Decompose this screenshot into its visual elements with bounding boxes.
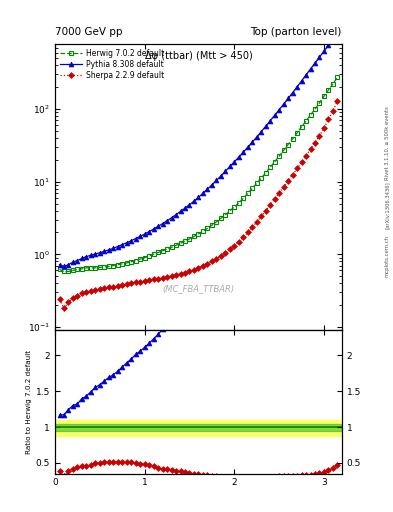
Sherpa 2.2.9 default (138, 279, 143, 285)
Y-axis label: Ratio to Herwig 7.0.2 default: Ratio to Herwig 7.0.2 default (26, 350, 31, 454)
Herwig 7.0.2 default (138, 256, 143, 262)
Sherpa 2.2.9 default (200, 263, 205, 269)
Text: 7000 GeV pp: 7000 GeV pp (55, 27, 123, 37)
Pythia 8.308 default (57, 262, 62, 268)
Sherpa 2.2.9 default (254, 219, 259, 225)
Herwig 7.0.2 default (147, 253, 152, 259)
Sherpa 2.2.9 default (57, 296, 62, 303)
Pythia 8.308 default (125, 240, 129, 246)
Herwig 7.0.2 default (254, 180, 259, 186)
Line: Sherpa 2.2.9 default: Sherpa 2.2.9 default (57, 99, 340, 310)
Line: Pythia 8.308 default: Pythia 8.308 default (57, 43, 331, 269)
Sherpa 2.2.9 default (331, 108, 335, 114)
Herwig 7.0.2 default (200, 228, 205, 234)
Herwig 7.0.2 default (57, 266, 62, 272)
Text: Rivet 3.1.10, ≥ 500k events: Rivet 3.1.10, ≥ 500k events (385, 106, 390, 180)
Text: [arXiv:1306.3436]: [arXiv:1306.3436] (385, 181, 390, 229)
Pythia 8.308 default (156, 223, 160, 229)
Sherpa 2.2.9 default (62, 305, 66, 311)
Pythia 8.308 default (116, 243, 120, 249)
Herwig 7.0.2 default (335, 74, 340, 80)
Text: Top (parton level): Top (parton level) (250, 27, 342, 37)
Pythia 8.308 default (205, 186, 210, 192)
Herwig 7.0.2 default (62, 268, 66, 274)
Herwig 7.0.2 default (192, 233, 196, 240)
Sherpa 2.2.9 default (147, 277, 152, 283)
Sherpa 2.2.9 default (335, 98, 340, 104)
Text: Δφ (ttbar) (Mtt > 450): Δφ (ttbar) (Mtt > 450) (145, 51, 252, 61)
Pythia 8.308 default (326, 42, 331, 49)
Line: Herwig 7.0.2 default: Herwig 7.0.2 default (57, 75, 340, 274)
Text: (MC_FBA_TTBAR): (MC_FBA_TTBAR) (162, 284, 235, 293)
Herwig 7.0.2 default (331, 81, 335, 87)
Text: mcplots.cern.ch: mcplots.cern.ch (385, 235, 390, 277)
Pythia 8.308 default (295, 84, 299, 90)
Pythia 8.308 default (62, 263, 66, 269)
Sherpa 2.2.9 default (192, 267, 196, 273)
Pythia 8.308 default (223, 168, 228, 175)
Legend: Herwig 7.0.2 default, Pythia 8.308 default, Sherpa 2.2.9 default: Herwig 7.0.2 default, Pythia 8.308 defau… (59, 47, 165, 81)
